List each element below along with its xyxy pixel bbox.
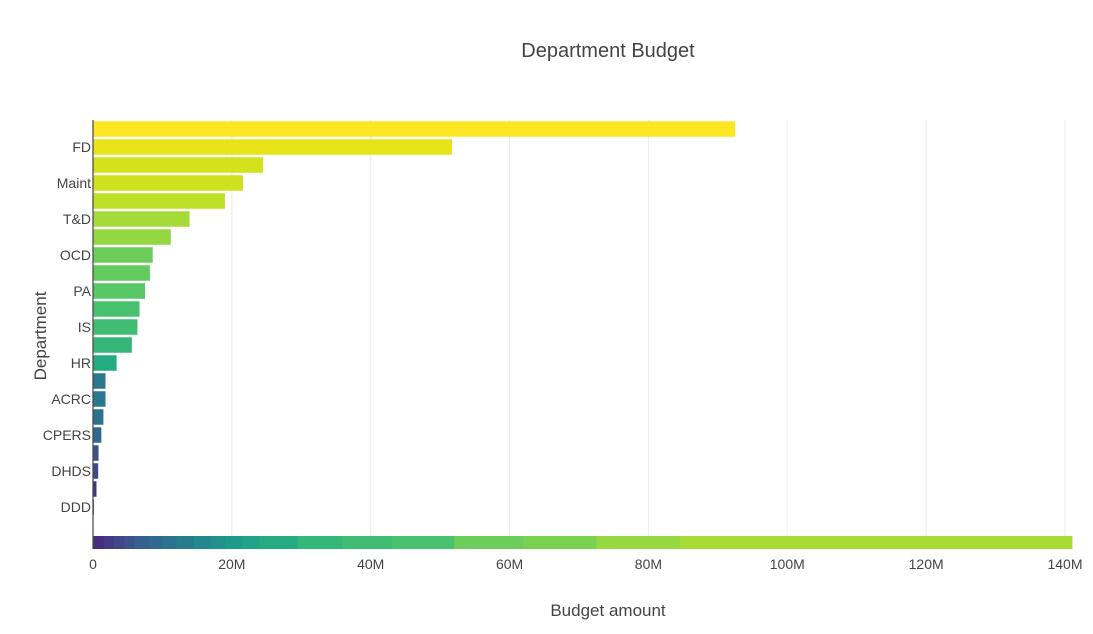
gridlines <box>231 120 1066 548</box>
color-strip-segment <box>193 536 212 549</box>
y-tick-label: PA <box>73 283 91 299</box>
bar <box>93 211 190 227</box>
color-strip-segment <box>454 536 524 549</box>
y-tick-label: Maint <box>57 175 91 191</box>
bar <box>93 319 138 335</box>
chart-title: Department Budget <box>521 40 695 62</box>
color-strip-segment <box>242 536 261 549</box>
color-strip-segment <box>93 536 104 549</box>
x-tick-label: 80M <box>635 556 662 572</box>
bar <box>93 247 153 263</box>
bar <box>93 463 99 479</box>
bars <box>93 121 736 515</box>
y-axis-title: Department <box>31 291 50 380</box>
color-strip-segment <box>297 536 344 549</box>
x-tick-label: 100M <box>770 556 805 572</box>
bar <box>93 427 102 443</box>
x-tick-label: 0 <box>89 556 97 572</box>
y-tick-label: IS <box>78 319 91 335</box>
color-strip-segment <box>224 536 243 549</box>
color-strip-segment <box>176 536 195 549</box>
x-tick-label: 20M <box>218 556 245 572</box>
bar <box>93 175 243 191</box>
x-tick-label: 120M <box>909 556 944 572</box>
color-strip-segment <box>103 536 115 549</box>
color-strip-segment <box>211 536 226 549</box>
bar <box>93 265 150 281</box>
color-strip-segment <box>391 536 455 549</box>
bar <box>93 157 264 173</box>
bar <box>93 373 106 389</box>
x-tick-label: 40M <box>357 556 384 572</box>
bar <box>93 283 146 299</box>
color-strip-segment <box>259 536 299 549</box>
x-tick-label: 60M <box>496 556 523 572</box>
color-strip-segment <box>162 536 177 549</box>
color-strip-segment <box>679 536 1073 549</box>
bar <box>93 121 736 137</box>
y-tick-label: CPERS <box>43 427 91 443</box>
bar <box>93 337 132 353</box>
bar <box>93 409 104 425</box>
bar <box>93 229 171 245</box>
y-tick-label: DHDS <box>51 463 91 479</box>
x-tick-label: 140M <box>1047 556 1082 572</box>
color-strip <box>93 536 1073 549</box>
color-strip-segment <box>113 536 125 549</box>
bar <box>93 391 106 407</box>
color-strip-segment <box>342 536 393 549</box>
color-strip-segment <box>134 536 150 549</box>
x-axis: 0 20M 40M 60M 80M 100M 120M 140M <box>89 556 1082 572</box>
y-tick-label: FD <box>72 139 91 155</box>
y-tick-label: T&D <box>63 211 91 227</box>
bar <box>93 445 99 461</box>
bar <box>93 481 97 497</box>
bar <box>93 301 140 317</box>
color-strip-segment <box>523 536 597 549</box>
y-tick-label: HR <box>71 355 91 371</box>
bar <box>93 355 117 371</box>
y-tick-label: DDD <box>61 499 91 515</box>
x-axis-title: Budget amount <box>550 601 666 620</box>
bar <box>93 139 452 155</box>
y-axis: FD Maint T&D OCD PA IS HR ACRC CPERS DHDS DDD <box>43 120 94 549</box>
color-strip-segment <box>596 536 681 549</box>
y-tick-label: OCD <box>60 247 91 263</box>
bar <box>93 193 225 209</box>
color-strip-segment <box>124 536 136 549</box>
y-tick-label: ACRC <box>51 391 91 407</box>
color-strip-segment <box>148 536 163 549</box>
